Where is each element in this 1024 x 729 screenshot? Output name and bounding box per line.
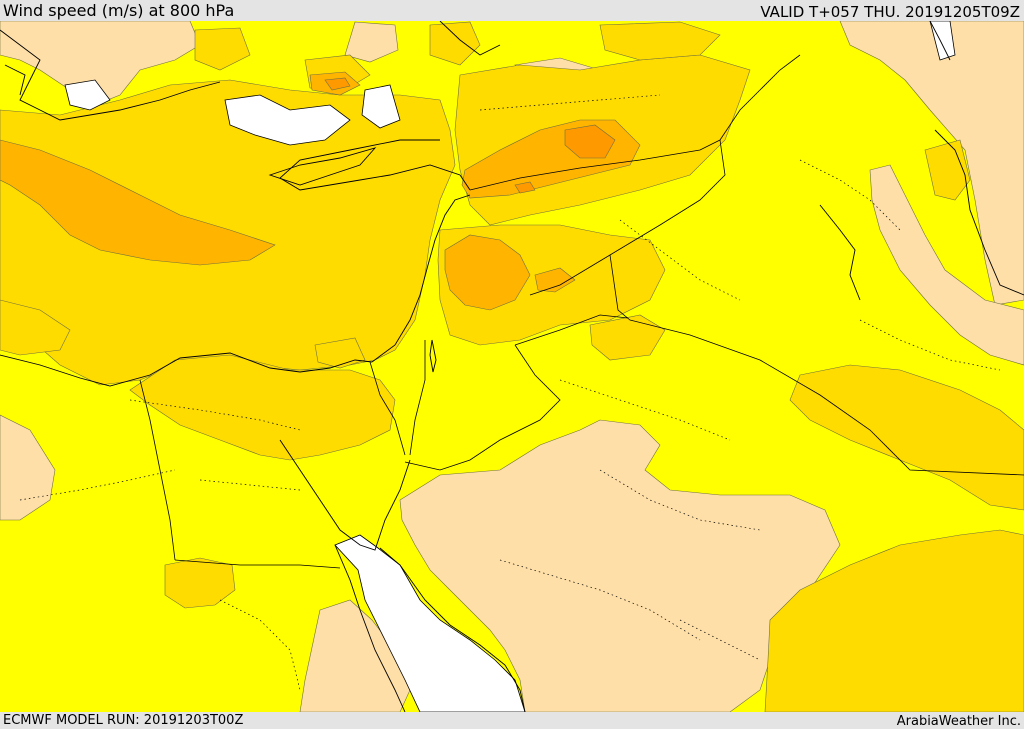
peak-wind-areas bbox=[324, 77, 616, 194]
map-canvas bbox=[0, 21, 1024, 712]
light-wind-areas bbox=[0, 21, 1024, 712]
coastlines bbox=[0, 21, 1024, 712]
borders bbox=[139, 54, 1024, 569]
model-run: ECMWF MODEL RUN: 20191203T00Z bbox=[3, 713, 244, 728]
wind-speed-map bbox=[0, 21, 1024, 712]
admin-lines bbox=[19, 94, 1001, 691]
chart-title: Wind speed (m/s) at 800 hPa bbox=[3, 1, 235, 20]
valid-time: VALID T+057 THU. 20191205T09Z bbox=[760, 3, 1020, 21]
title-bar: Wind speed (m/s) at 800 hPa VALID T+057 … bbox=[0, 0, 1024, 21]
footer-bar: ECMWF MODEL RUN: 20191203T00Z ArabiaWeat… bbox=[0, 712, 1024, 729]
no-data-areas bbox=[64, 21, 956, 712]
credit: ArabiaWeather Inc. bbox=[896, 714, 1021, 729]
